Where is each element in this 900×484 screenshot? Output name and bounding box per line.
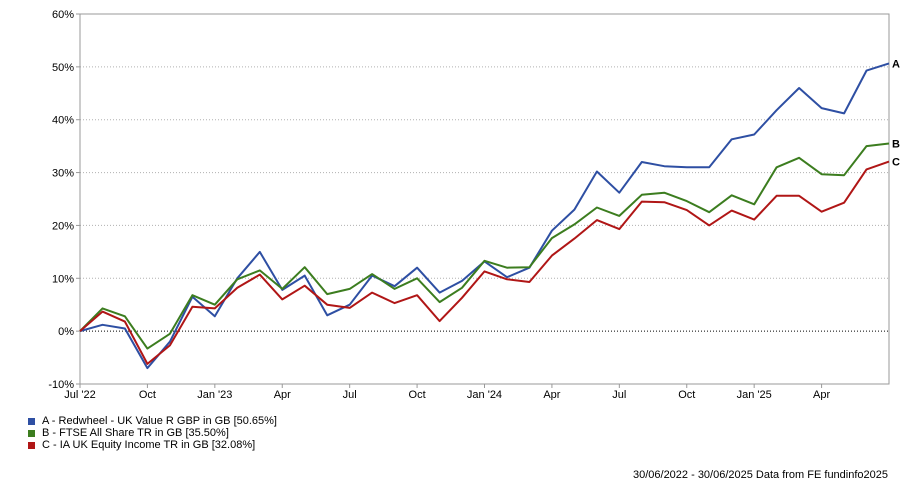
x-tick-label: Jul [343, 389, 357, 400]
series-line-c [79, 160, 890, 365]
y-tick-label: 10% [52, 273, 74, 285]
legend-item-b: B - FTSE All Share TR in GB [35.50%] [28, 427, 277, 439]
legend-item-a: A - Redwheel - UK Value R GBP in GB [50.… [28, 415, 277, 427]
x-tick-label: Apr [813, 389, 830, 400]
legend-swatch-a [28, 417, 35, 425]
legend-swatch-b [28, 429, 35, 437]
x-tick-label: Oct [139, 389, 156, 400]
y-tick-label: 20% [52, 220, 74, 232]
x-tick-label: Jul '22 [64, 389, 95, 400]
x-tick-label: Apr [274, 389, 291, 400]
x-tick-label: Oct [409, 389, 426, 400]
y-tick-label: -10% [48, 379, 74, 391]
x-tick-label: Jan '23 [197, 389, 232, 400]
y-tick-label: 60% [52, 9, 74, 21]
data-series [79, 62, 890, 370]
legend-label-c: C - IA UK Equity Income TR in GB [32.08%… [42, 439, 256, 451]
series-line-a [79, 62, 890, 370]
plot-frame [79, 13, 890, 385]
y-tick-label: 30% [52, 168, 74, 180]
legend-label-b: B - FTSE All Share TR in GB [35.50%] [42, 427, 229, 439]
series-line-b [79, 142, 890, 350]
y-tick-label: 0% [58, 326, 74, 338]
line-chart: -10% 0% 10% 20% 30% 40% 50% 60% Jul '22 Oct Jan '2… [48, 9, 900, 400]
grid-lines [80, 66, 889, 332]
series-end-label-c: C [892, 157, 900, 169]
legend-label-a: A - Redwheel - UK Value R GBP in GB [50.… [42, 415, 277, 427]
series-end-label-b: B [892, 139, 900, 151]
footer-source-note: 30/06/2022 - 30/06/2025 Data from FE fun… [632, 469, 888, 481]
legend: A - Redwheel - UK Value R GBP in GB [50.… [28, 415, 277, 451]
series-end-label-a: A [892, 58, 900, 70]
legend-item-c: C - IA UK Equity Income TR in GB [32.08%… [28, 439, 277, 451]
x-tick-label: Oct [678, 389, 695, 400]
x-tick-label: Jul [612, 389, 626, 400]
y-tick-label: 40% [52, 115, 74, 127]
x-tick-label: Apr [543, 389, 560, 400]
legend-swatch-c [28, 441, 35, 449]
axes [76, 13, 890, 388]
x-tick-label: Jan '25 [737, 389, 772, 400]
x-tick-label: Jan '24 [467, 389, 502, 400]
y-tick-label: 50% [52, 62, 74, 74]
tick-labels: -10% 0% 10% 20% 30% 40% 50% 60% Jul '22 Oct Jan '2… [48, 9, 900, 400]
